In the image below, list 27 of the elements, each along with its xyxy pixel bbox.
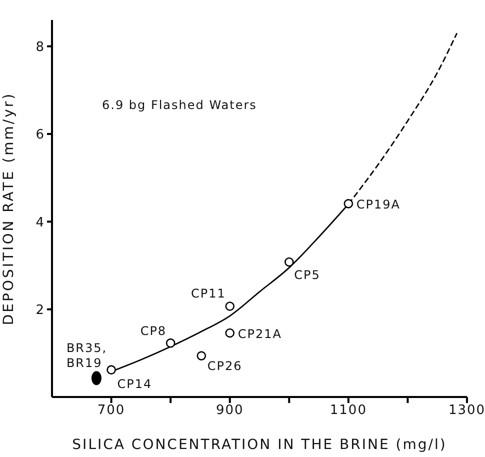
x-tick-label: 700 [97, 403, 126, 418]
point [284, 257, 294, 267]
point [344, 199, 354, 208]
point [225, 302, 235, 311]
point [225, 328, 235, 338]
annotation: 6.9 bg Flashed Waters [102, 98, 257, 112]
point [106, 365, 116, 374]
annotation: CP19A [356, 198, 401, 212]
x-tick-label: 900 [216, 403, 244, 418]
annotation: CP11 [190, 286, 226, 300]
x-axis-title: SILICA CONCENTRATION IN THE BRINE (mg/l) [72, 437, 447, 453]
annotation: CP14 [117, 376, 152, 391]
point [196, 351, 206, 360]
y-tick-label: 4 [36, 215, 45, 230]
annotation: CP5 [294, 268, 320, 282]
annotation: CP26 [207, 358, 242, 373]
point [91, 371, 102, 386]
y-tick-label: 2 [36, 302, 45, 318]
x-tick-label: 1300 [448, 403, 485, 418]
annotation: CP8 [140, 324, 167, 338]
annotation: CP21A [238, 327, 282, 341]
y-axis-title: DEPOSITION RATE (mm/yr) [0, 92, 17, 326]
y-tick-label: 6 [36, 128, 45, 143]
y-tick-label: 8 [36, 40, 45, 55]
annotation: BR35, BR19 [66, 341, 108, 370]
x-tick-label: 1100 [330, 403, 367, 418]
point [166, 338, 176, 348]
